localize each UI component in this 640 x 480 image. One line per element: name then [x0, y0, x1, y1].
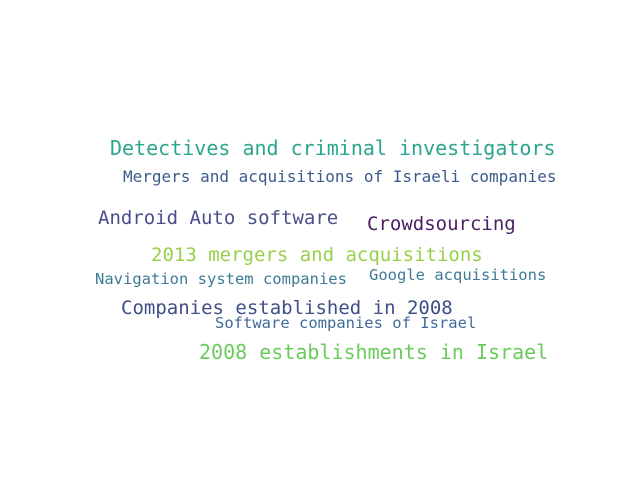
word-android-auto: Android Auto software — [98, 207, 339, 229]
word-navigation: Navigation system companies — [95, 270, 347, 288]
word-crowdsourcing: Crowdsourcing — [367, 213, 516, 235]
word-mergers-israeli: Mergers and acquisitions of Israeli comp… — [123, 167, 557, 186]
word-2013-mergers: 2013 mergers and acquisitions — [151, 244, 483, 266]
word-companies-2008: Companies established in 2008 — [121, 297, 453, 319]
word-google-acquisitions: Google acquisitions — [369, 266, 547, 284]
word-software-israel: Software companies of Israel — [215, 314, 477, 332]
word-2008-establishments: 2008 establishments in Israel — [199, 340, 549, 364]
word-detectives: Detectives and criminal investigators — [110, 136, 556, 160]
